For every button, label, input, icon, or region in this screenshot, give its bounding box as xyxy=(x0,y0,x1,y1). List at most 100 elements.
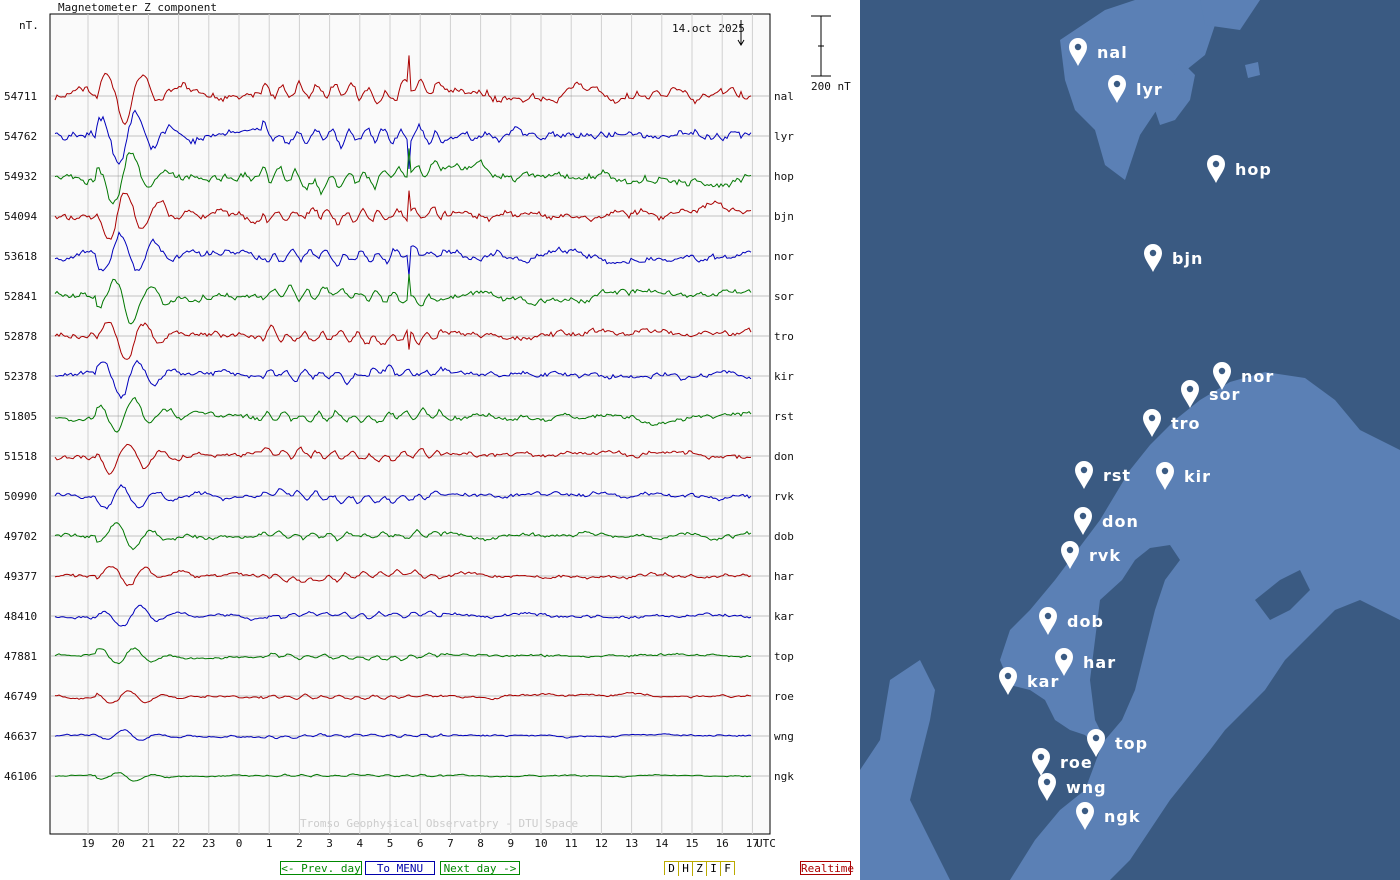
baseline-value-label: 52378 xyxy=(4,370,37,383)
component-i-button[interactable]: I xyxy=(707,862,721,876)
x-tick-label: 7 xyxy=(447,837,454,850)
station-marker-sor[interactable]: sor xyxy=(1181,380,1240,408)
x-tick-label: 21 xyxy=(142,837,155,850)
scale-bar-label: 200 nT xyxy=(811,80,851,93)
station-label: dob xyxy=(1067,612,1104,631)
station-label: nal xyxy=(1097,43,1128,62)
station-label: don xyxy=(1102,512,1139,531)
x-tick-label: 10 xyxy=(534,837,547,850)
map-pin-icon xyxy=(1087,729,1105,757)
station-marker-wng[interactable]: wng xyxy=(1038,773,1107,801)
next-day-button[interactable]: Next day -> xyxy=(440,861,520,875)
menu-button[interactable]: To MENU xyxy=(365,861,435,875)
station-label: bjn xyxy=(1172,249,1203,268)
map-pin-icon xyxy=(1032,748,1050,776)
map-pin-icon xyxy=(1055,648,1073,676)
map-pin-icon xyxy=(1038,773,1056,801)
station-label: roe xyxy=(1060,753,1093,772)
station-label: kar xyxy=(1027,672,1059,691)
x-tick-label: 12 xyxy=(595,837,608,850)
component-h-button[interactable]: H xyxy=(679,862,693,876)
station-label: hop xyxy=(1235,160,1272,179)
station-marker-nal[interactable]: nal xyxy=(1069,38,1128,66)
station-marker-don[interactable]: don xyxy=(1074,507,1139,535)
station-label: nor xyxy=(1241,367,1274,386)
station-marker-tro[interactable]: tro xyxy=(1143,409,1201,437)
station-code-label: nor xyxy=(774,250,794,263)
baseline-value-label: 49377 xyxy=(4,570,37,583)
station-marker-kar[interactable]: kar xyxy=(999,667,1059,695)
watermark: Tromso Geophysical Observatory - DTU Spa… xyxy=(300,817,578,830)
series-line-wng xyxy=(54,729,752,741)
station-code-label: lyr xyxy=(774,130,794,143)
series-line-bjn xyxy=(54,190,752,240)
baseline-value-label: 53618 xyxy=(4,250,37,263)
station-marker-ngk[interactable]: ngk xyxy=(1076,802,1140,830)
series-line-kir xyxy=(54,359,752,400)
station-code-label: rst xyxy=(774,410,794,423)
map-pin-icon xyxy=(1074,507,1092,535)
station-label: ngk xyxy=(1104,807,1140,826)
station-code-label: ngk xyxy=(774,770,794,783)
station-marker-hop[interactable]: hop xyxy=(1207,155,1272,183)
baseline-value-label: 50990 xyxy=(4,490,37,503)
station-code-label: har xyxy=(774,570,794,583)
chart-title: Magnetometer Z component xyxy=(58,1,217,14)
baseline-value-label: 52878 xyxy=(4,330,37,343)
series-line-sor xyxy=(54,273,752,325)
series-line-tro xyxy=(54,321,752,360)
station-marker-kir[interactable]: kir xyxy=(1156,462,1211,490)
series-line-kar xyxy=(54,604,752,627)
date-marker-arrow xyxy=(737,20,745,46)
series-line-ngk xyxy=(55,772,752,782)
station-marker-rst[interactable]: rst xyxy=(1075,461,1131,489)
realtime-button[interactable]: Realtime xyxy=(800,861,854,875)
date-label: 14.oct 2025 xyxy=(672,22,745,35)
station-marker-rvk[interactable]: rvk xyxy=(1061,541,1121,569)
scale-bar xyxy=(811,15,831,77)
series-line-nal xyxy=(54,55,752,126)
station-marker-bjn[interactable]: bjn xyxy=(1144,244,1203,272)
station-label: lyr xyxy=(1136,80,1163,99)
map-pin-icon xyxy=(1075,461,1093,489)
baseline-value-label: 54094 xyxy=(4,210,37,223)
magnetometer-chart-panel: Magnetometer Z component nT. 14.oct 2025… xyxy=(4,1,854,876)
station-label: rst xyxy=(1103,466,1131,485)
series-line-hop xyxy=(54,148,752,205)
component-f-button[interactable]: F xyxy=(721,862,734,876)
x-tick-label: 6 xyxy=(417,837,424,850)
station-code-label: nal xyxy=(774,90,794,103)
x-tick-label: 17 xyxy=(746,837,759,850)
station-marker-top[interactable]: top xyxy=(1087,729,1148,757)
station-code-label: rvk xyxy=(774,490,794,503)
magnetometer-chart: Magnetometer Z component nT. 14.oct 2025… xyxy=(4,1,851,850)
station-code-label: roe xyxy=(774,690,794,703)
station-marker-roe[interactable]: roe xyxy=(1032,748,1093,776)
station-code-label: dob xyxy=(774,530,794,543)
prev-day-button[interactable]: <- Prev. day xyxy=(280,861,362,875)
station-code-label: kar xyxy=(774,610,794,623)
station-code-label: top xyxy=(774,650,794,663)
map-pin-icon xyxy=(1076,802,1094,830)
station-code-label: don xyxy=(774,450,794,463)
x-tick-label: 1 xyxy=(266,837,273,850)
map-pin-icon xyxy=(1213,362,1231,390)
station-marker-lyr[interactable]: lyr xyxy=(1108,75,1163,103)
baseline-value-label: 54711 xyxy=(4,90,37,103)
baseline-value-label: 51805 xyxy=(4,410,37,423)
baseline-value-label: 54762 xyxy=(4,130,37,143)
x-tick-label: 16 xyxy=(716,837,729,850)
y-unit-label: nT. xyxy=(19,19,39,32)
x-tick-label: 0 xyxy=(236,837,243,850)
station-marker-nor[interactable]: nor xyxy=(1213,362,1274,390)
station-map: nal lyr hop bjn nor sor tro rst kir don rvk dob har k… xyxy=(860,0,1400,880)
component-z-button[interactable]: Z xyxy=(693,862,707,876)
series-line-har xyxy=(54,565,752,587)
series-line-don xyxy=(54,443,752,476)
station-marker-har[interactable]: har xyxy=(1055,648,1116,676)
baseline-value-label: 46637 xyxy=(4,730,37,743)
x-tick-label: 14 xyxy=(655,837,669,850)
baseline-value-label: 46749 xyxy=(4,690,37,703)
station-marker-dob[interactable]: dob xyxy=(1039,607,1104,635)
component-d-button[interactable]: D xyxy=(665,862,679,876)
